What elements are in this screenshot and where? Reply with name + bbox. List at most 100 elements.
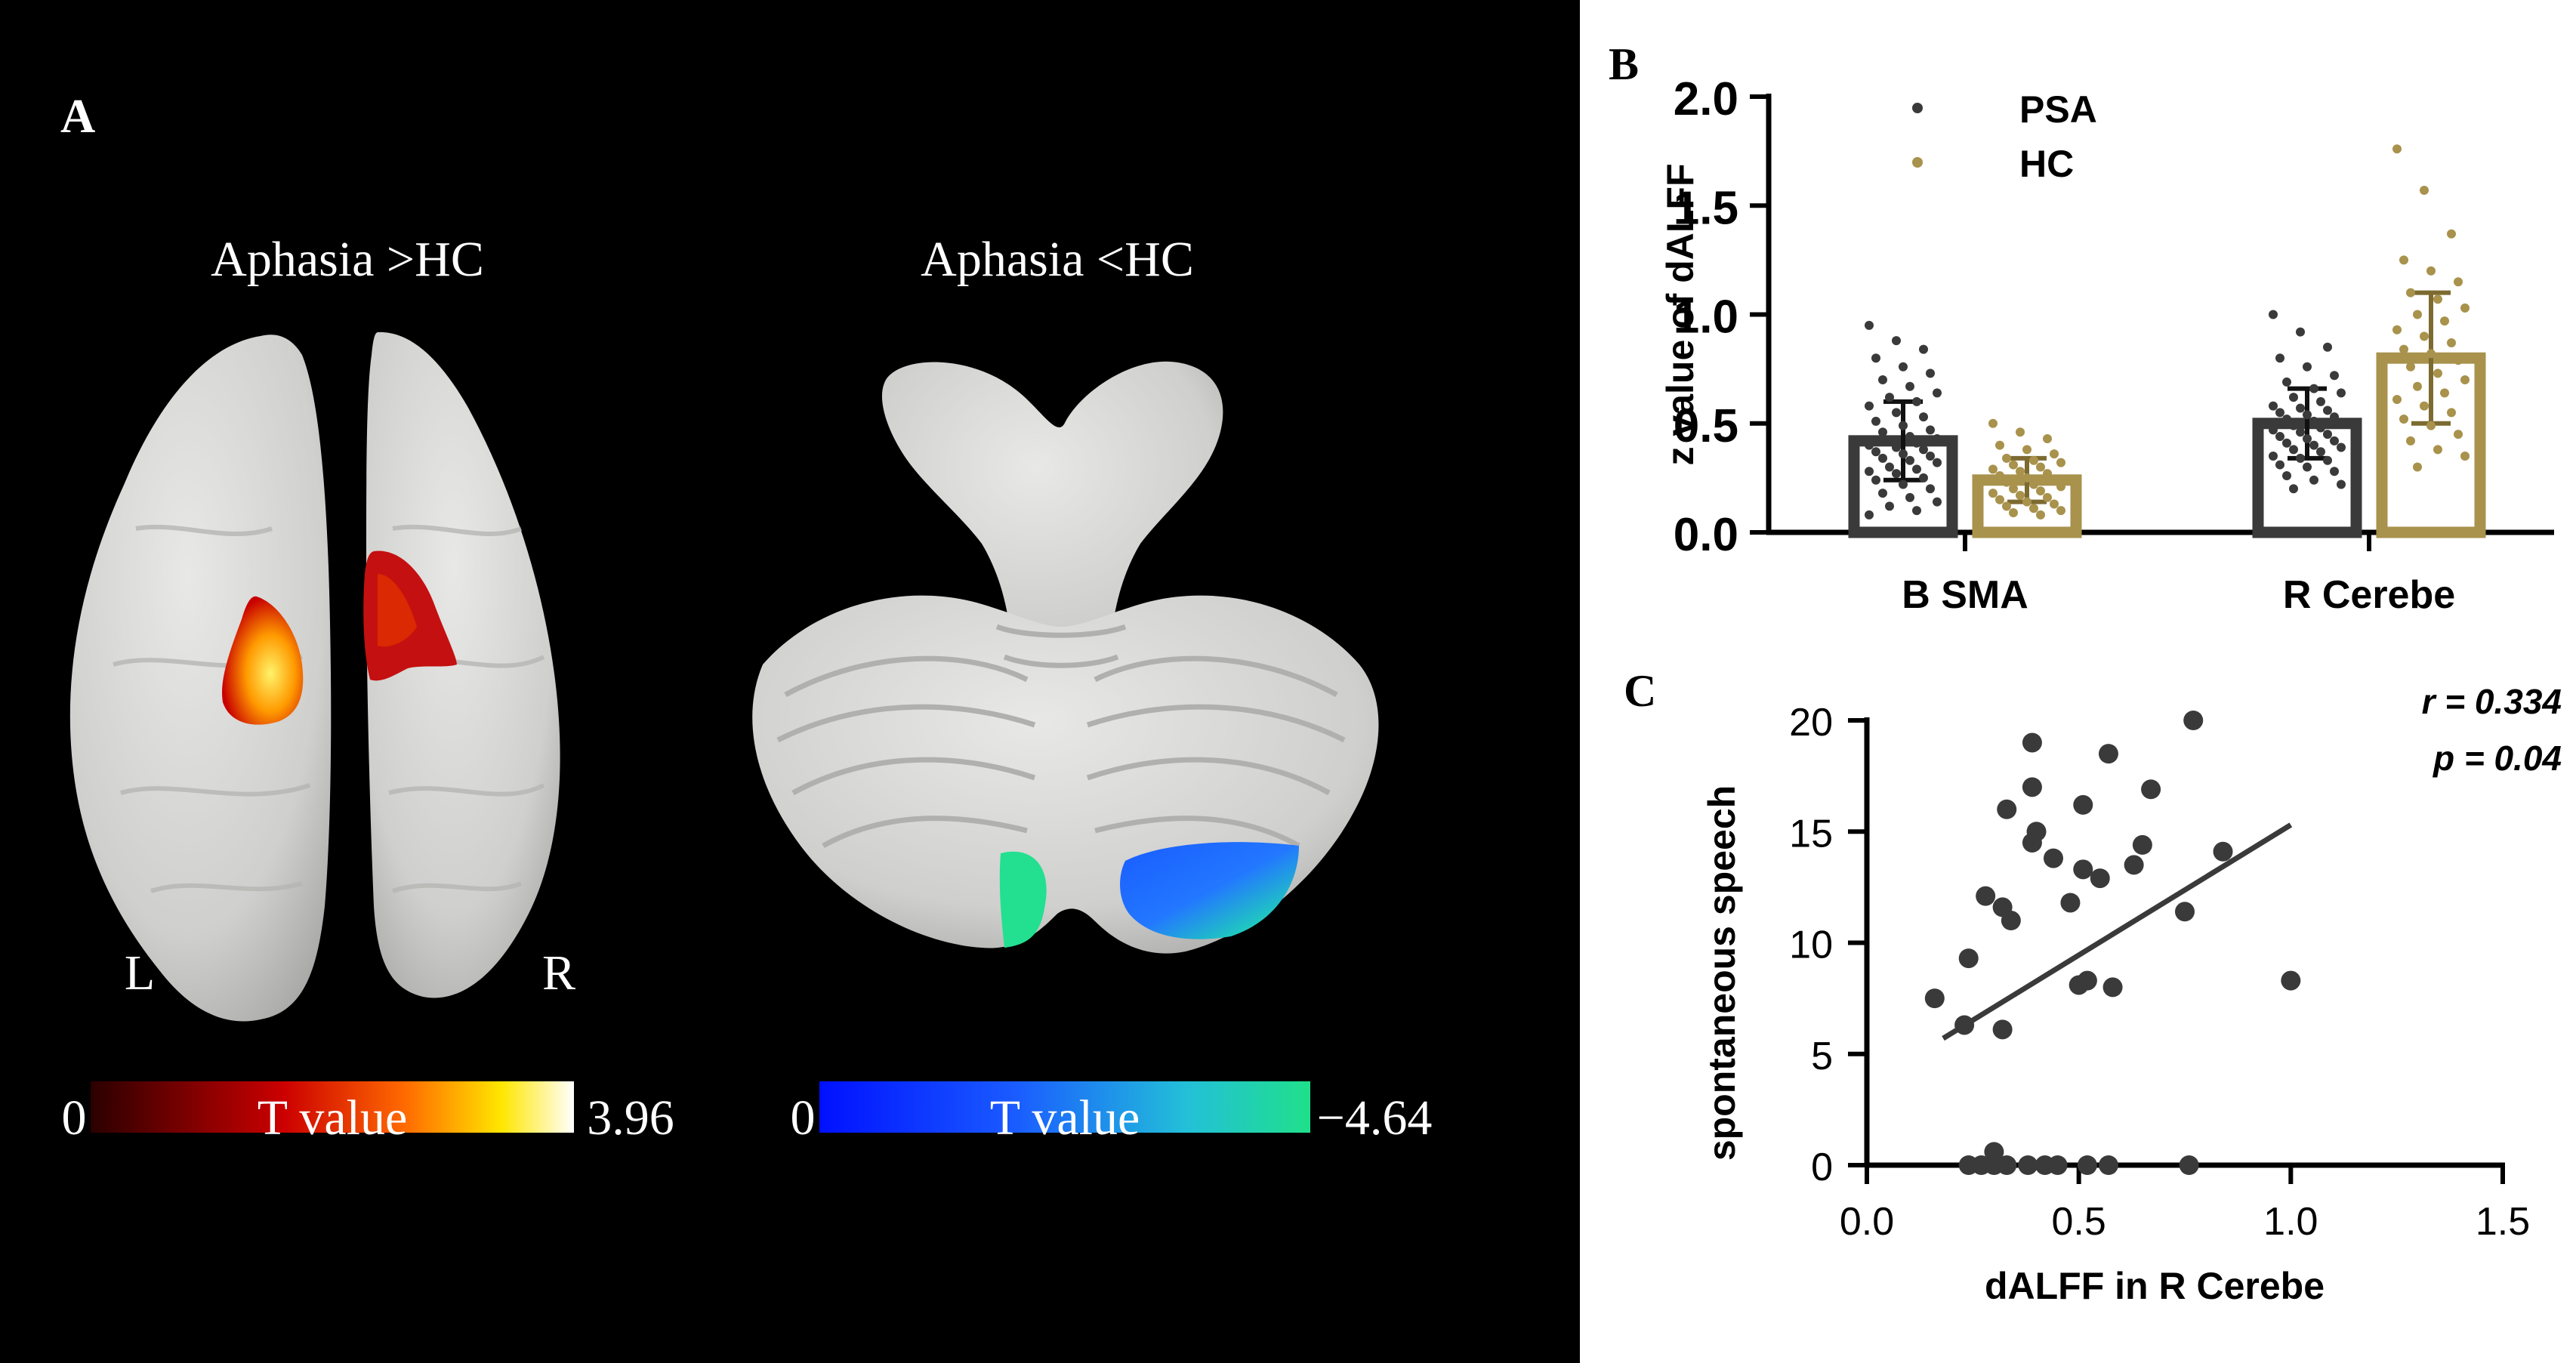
b-point <box>2406 362 2415 372</box>
b-point <box>1919 344 1928 354</box>
b-point <box>2036 510 2045 520</box>
b-point <box>1885 436 1894 446</box>
b-point <box>2036 462 2045 472</box>
b-point <box>2269 425 2278 435</box>
b-point <box>2392 395 2402 405</box>
cerebellum-folia <box>776 624 1346 849</box>
b-point <box>2406 288 2415 298</box>
b-point <box>1995 440 2004 450</box>
b-x-tick-label: B SMA <box>1902 573 2028 617</box>
b-point <box>1871 416 1880 426</box>
cool-scale-min: 0 <box>791 1090 816 1146</box>
b-y-axis-label: z value of dALFF <box>1659 164 1701 466</box>
b-point <box>1865 467 1874 476</box>
right-brain-title: Aphasia <HC <box>921 232 1194 287</box>
b-point <box>1871 447 1880 457</box>
b-y-tick-label: 2.0 <box>1674 73 1738 125</box>
b-point <box>1871 353 1880 363</box>
panel-a-letter: A <box>60 89 95 143</box>
b-point <box>2440 316 2449 326</box>
b-point <box>2269 401 2278 411</box>
b-point <box>2289 445 2298 455</box>
b-point <box>1865 401 1874 411</box>
b-point <box>2056 482 2065 492</box>
c-point <box>2098 1155 2118 1175</box>
c-x-axis-label: dALFF in R Cerebe <box>1985 1265 2325 1307</box>
b-legend-label: PSA <box>2019 88 2097 131</box>
b-point <box>2050 499 2059 509</box>
b-point <box>2399 255 2408 265</box>
b-point <box>2454 277 2463 287</box>
b-point <box>1926 484 1935 494</box>
b-point <box>2460 375 2470 385</box>
c-point <box>1976 886 1996 906</box>
b-point <box>2323 455 2332 465</box>
b-point <box>2413 310 2422 319</box>
c-point <box>2179 1155 2199 1175</box>
b-point <box>1988 464 1998 474</box>
b-point <box>2413 381 2422 391</box>
c-point <box>2047 1155 2068 1175</box>
b-point <box>1885 501 1894 511</box>
b-bars <box>1848 290 2486 538</box>
b-point <box>2303 433 2312 443</box>
left-hemisphere <box>69 335 332 1022</box>
b-point <box>2275 408 2284 418</box>
b-point <box>2002 453 2011 463</box>
b-point <box>2420 186 2429 196</box>
b-point <box>2454 430 2463 439</box>
b-point <box>2296 453 2305 463</box>
b-x-tick-label: R Cerebe <box>2283 573 2455 617</box>
b-point <box>1919 473 1928 483</box>
b-point <box>2029 455 2038 465</box>
b-y-tick-label: 0.0 <box>1674 509 1738 561</box>
b-y-tick-label: 1.5 <box>1674 182 1738 234</box>
b-point <box>2009 484 2018 494</box>
c-x-tick-label: 1.0 <box>2263 1200 2318 1244</box>
brain-maps-svg: A Aphasia >HC Aphasia <HC L R <box>60 89 1432 1146</box>
c-point <box>2060 893 2081 913</box>
b-point <box>1926 452 1935 461</box>
b-point <box>2316 396 2325 406</box>
left-cerebellum-activation <box>999 851 1047 948</box>
c-point <box>1997 799 2017 819</box>
hemisphere-left-label: L <box>125 945 155 1001</box>
b-point <box>2392 144 2402 154</box>
c-point <box>2183 711 2204 730</box>
c-point <box>2090 868 2110 889</box>
b-point <box>1878 427 1887 437</box>
b-point <box>2282 377 2291 387</box>
b-point <box>2029 480 2038 489</box>
b-point <box>2392 325 2402 335</box>
c-annotation-r: r = 0.334 <box>2422 682 2562 721</box>
b-point <box>2337 418 2346 428</box>
b-point <box>1892 336 1901 346</box>
b-legend-marker <box>1912 103 1923 113</box>
b-point <box>1892 408 1901 418</box>
b-point <box>2050 475 2059 485</box>
c-point <box>2022 732 2042 753</box>
b-point <box>2330 467 2339 476</box>
b-point <box>1933 433 1942 443</box>
b-point <box>2460 303 2470 313</box>
b-point <box>1878 375 1887 385</box>
b-point <box>1899 362 1908 372</box>
b-point <box>1871 475 1880 485</box>
b-point <box>2289 393 2298 402</box>
c-x-tick-label: 0.5 <box>2052 1200 2106 1244</box>
cool-scale-label: T value <box>990 1090 1140 1146</box>
panel-a-brain-maps: A Aphasia >HC Aphasia <HC L R <box>0 0 1580 1363</box>
c-points <box>1924 711 2301 1175</box>
b-point <box>2337 480 2346 489</box>
right-cerebellum-activation <box>1120 842 1299 939</box>
b-points <box>1865 144 2470 520</box>
b-point <box>2289 484 2298 494</box>
b-point <box>2309 475 2318 485</box>
c-y-axis-label: spontaneous speech <box>1701 785 1743 1161</box>
b-point <box>2413 462 2422 472</box>
b-point <box>2426 421 2436 430</box>
right-sma-core <box>378 574 417 647</box>
b-point <box>1926 369 1935 378</box>
b-point <box>1905 432 1914 442</box>
b-point <box>1878 453 1887 463</box>
